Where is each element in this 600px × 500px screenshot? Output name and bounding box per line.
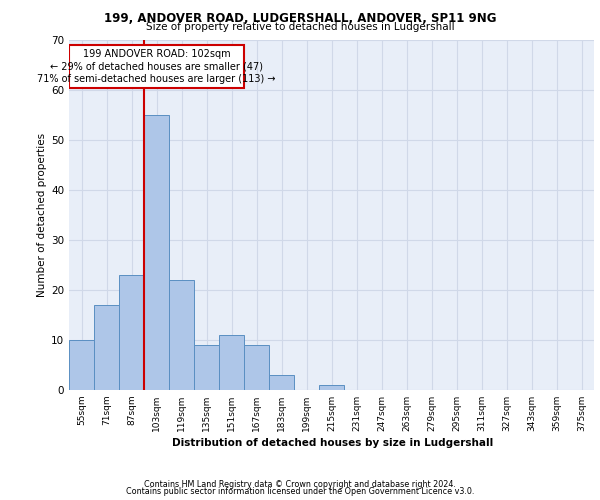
- Bar: [194, 345, 219, 390]
- Bar: [69, 340, 94, 390]
- Bar: [119, 275, 144, 390]
- Text: Contains HM Land Registry data © Crown copyright and database right 2024.: Contains HM Land Registry data © Crown c…: [144, 480, 456, 489]
- Text: 199, ANDOVER ROAD, LUDGERSHALL, ANDOVER, SP11 9NG: 199, ANDOVER ROAD, LUDGERSHALL, ANDOVER,…: [104, 12, 496, 26]
- Text: ← 29% of detached houses are smaller (47): ← 29% of detached houses are smaller (47…: [50, 61, 263, 71]
- Bar: [94, 305, 119, 390]
- Bar: [244, 345, 269, 390]
- FancyBboxPatch shape: [69, 45, 244, 88]
- Text: Distribution of detached houses by size in Ludgershall: Distribution of detached houses by size …: [172, 438, 494, 448]
- Text: 71% of semi-detached houses are larger (113) →: 71% of semi-detached houses are larger (…: [37, 74, 276, 84]
- Text: Size of property relative to detached houses in Ludgershall: Size of property relative to detached ho…: [146, 22, 454, 32]
- Bar: [269, 375, 294, 390]
- Bar: [169, 280, 194, 390]
- Text: 199 ANDOVER ROAD: 102sqm: 199 ANDOVER ROAD: 102sqm: [83, 49, 230, 59]
- Bar: [319, 385, 344, 390]
- Bar: [144, 115, 169, 390]
- Y-axis label: Number of detached properties: Number of detached properties: [37, 133, 47, 297]
- Text: Contains public sector information licensed under the Open Government Licence v3: Contains public sector information licen…: [126, 487, 474, 496]
- Bar: [219, 335, 244, 390]
